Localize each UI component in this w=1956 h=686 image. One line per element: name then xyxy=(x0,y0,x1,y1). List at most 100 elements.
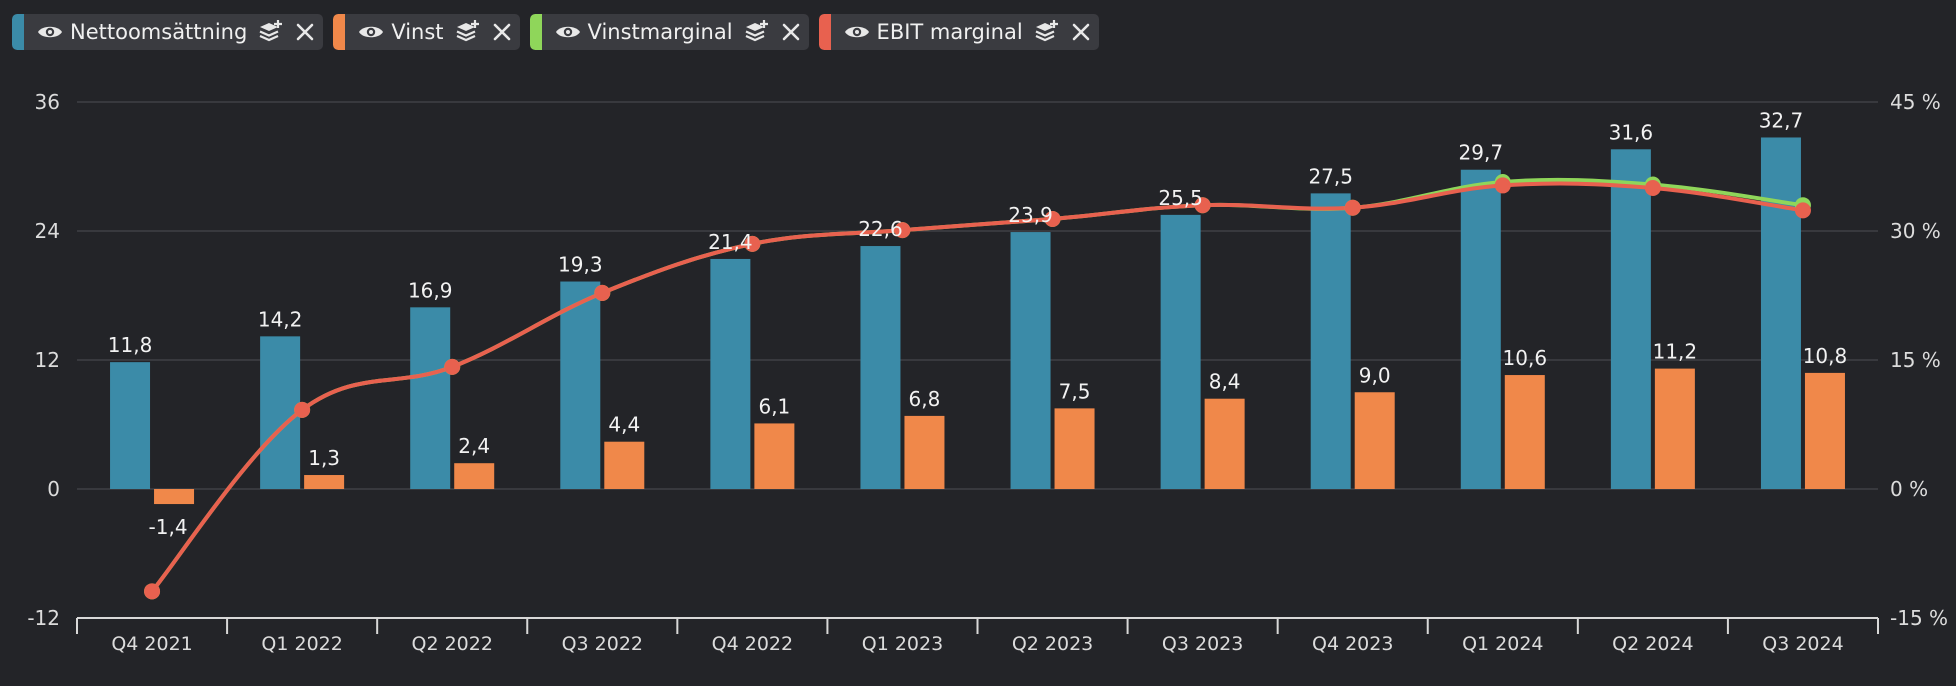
data-label-nettoomsattning: 25,5 xyxy=(1158,186,1203,210)
bar-vinst xyxy=(1504,375,1545,489)
point-ebit-marginal xyxy=(1644,180,1661,196)
data-label-vinst: 1,3 xyxy=(308,446,340,470)
bar-vinst xyxy=(1804,372,1845,489)
bar-nettoomsattning xyxy=(410,307,451,489)
point-ebit-marginal xyxy=(594,284,611,301)
point-ebit-marginal xyxy=(144,583,161,600)
data-label-vinst: 4,4 xyxy=(608,413,640,437)
close-icon[interactable] xyxy=(773,23,809,41)
bar-nettoomsattning xyxy=(1760,137,1801,489)
x-tick-label: Q4 2022 xyxy=(712,633,793,655)
close-icon[interactable] xyxy=(484,23,520,41)
data-label-nettoomsattning: 16,9 xyxy=(408,278,453,302)
bar-vinst xyxy=(754,423,795,489)
eye-icon[interactable] xyxy=(353,23,389,41)
point-ebit-marginal xyxy=(294,401,311,418)
close-icon[interactable] xyxy=(287,23,323,41)
data-label-vinst: 8,4 xyxy=(1209,370,1241,394)
y-right-tick-label: 15 % xyxy=(1890,348,1941,372)
data-label-nettoomsattning: 22,6 xyxy=(858,217,903,241)
layers-icon[interactable] xyxy=(452,19,484,45)
data-label-nettoomsattning: 29,7 xyxy=(1459,141,1504,165)
data-label-nettoomsattning: 21,4 xyxy=(708,230,753,254)
data-label-nettoomsattning: 23,9 xyxy=(1008,203,1053,227)
legend-label: Vinstmarginal xyxy=(587,20,733,44)
bar-vinst xyxy=(1204,398,1245,489)
layers-icon[interactable] xyxy=(1031,19,1063,45)
data-label-vinst: 11,2 xyxy=(1653,340,1698,364)
point-ebit-marginal xyxy=(744,235,761,252)
bar-nettoomsattning xyxy=(1010,232,1051,489)
eye-icon[interactable] xyxy=(550,23,586,41)
bar-vinst xyxy=(154,489,195,505)
point-ebit-marginal xyxy=(1794,202,1811,219)
legend-label: Vinst xyxy=(391,20,444,44)
data-label-vinst: 10,6 xyxy=(1503,346,1548,370)
bar-nettoomsattning xyxy=(1160,214,1201,489)
y-left-tick-label: 0 xyxy=(47,477,60,501)
legend-color-swatch xyxy=(818,14,831,50)
bar-nettoomsattning xyxy=(260,336,301,489)
x-tick-label: Q3 2022 xyxy=(562,633,643,655)
x-tick-label: Q4 2021 xyxy=(111,633,192,655)
data-label-vinst: 2,4 xyxy=(458,434,490,458)
x-tick-label: Q4 2023 xyxy=(1312,633,1393,655)
y-left-tick-label: 36 xyxy=(35,90,60,114)
bar-vinst xyxy=(304,475,345,489)
layers-icon[interactable] xyxy=(255,19,287,45)
eye-icon[interactable] xyxy=(839,23,875,41)
x-tick-label: Q2 2024 xyxy=(1612,633,1693,655)
legend-chip[interactable]: Vinstmarginal xyxy=(529,14,809,50)
data-label-nettoomsattning: 19,3 xyxy=(558,253,603,277)
data-label-nettoomsattning: 11,8 xyxy=(108,333,153,357)
eye-icon[interactable] xyxy=(32,23,68,41)
data-label-nettoomsattning: 32,7 xyxy=(1759,108,1804,132)
data-label-vinst: 6,1 xyxy=(758,394,790,418)
point-ebit-marginal xyxy=(894,222,911,239)
x-tick-label: Q3 2023 xyxy=(1162,633,1243,655)
x-tick-label: Q2 2023 xyxy=(1012,633,1093,655)
bar-vinst xyxy=(454,463,495,489)
x-tick-label: Q1 2024 xyxy=(1462,633,1543,655)
y-right-tick-label: 0 % xyxy=(1890,477,1928,501)
y-left-tick-label: 24 xyxy=(35,219,60,243)
data-label-vinst: -1,4 xyxy=(149,515,188,539)
bar-nettoomsattning xyxy=(1310,193,1351,489)
close-icon[interactable] xyxy=(1063,23,1099,41)
bar-nettoomsattning xyxy=(1460,169,1501,489)
x-tick-label: Q2 2022 xyxy=(411,633,492,655)
x-tick-label: Q3 2024 xyxy=(1762,633,1843,655)
legend-color-swatch xyxy=(12,14,24,50)
layers-icon[interactable] xyxy=(741,19,773,45)
data-label-vinst: 9,0 xyxy=(1359,363,1391,387)
data-label-nettoomsattning: 27,5 xyxy=(1308,164,1353,188)
x-tick-label: Q1 2023 xyxy=(862,633,943,655)
y-left-tick-label: 12 xyxy=(35,348,60,372)
y-left-tick-label: -12 xyxy=(27,606,60,630)
point-ebit-marginal xyxy=(1344,199,1361,216)
data-label-nettoomsattning: 14,2 xyxy=(258,307,303,331)
data-label-nettoomsattning: 31,6 xyxy=(1609,120,1654,144)
point-ebit-marginal xyxy=(1494,177,1511,194)
bar-vinst xyxy=(1354,392,1395,489)
bar-nettoomsattning xyxy=(710,258,751,489)
x-tick-label: Q1 2022 xyxy=(261,633,342,655)
y-right-tick-label: 30 % xyxy=(1890,219,1941,243)
legend-color-swatch xyxy=(529,14,542,50)
legend-label: EBIT marginal xyxy=(876,20,1023,44)
legend-chip[interactable]: Vinst xyxy=(333,14,520,50)
point-ebit-marginal xyxy=(1044,210,1061,227)
bar-nettoomsattning xyxy=(560,281,601,489)
legend: Nettoomsättning Vinst Vinstmarginal EBIT ma… xyxy=(12,14,1099,50)
legend-chip[interactable]: EBIT marginal xyxy=(818,14,1099,50)
data-label-vinst: 6,8 xyxy=(909,387,941,411)
legend-chip[interactable]: Nettoomsättning xyxy=(12,14,324,50)
data-label-vinst: 10,8 xyxy=(1803,344,1848,368)
bar-vinst xyxy=(604,441,645,489)
bar-vinst xyxy=(1654,368,1695,489)
bar-nettoomsattning xyxy=(1610,149,1651,490)
legend-label: Nettoomsättning xyxy=(70,20,248,44)
data-label-vinst: 7,5 xyxy=(1059,379,1091,403)
bar-nettoomsattning xyxy=(110,362,151,489)
